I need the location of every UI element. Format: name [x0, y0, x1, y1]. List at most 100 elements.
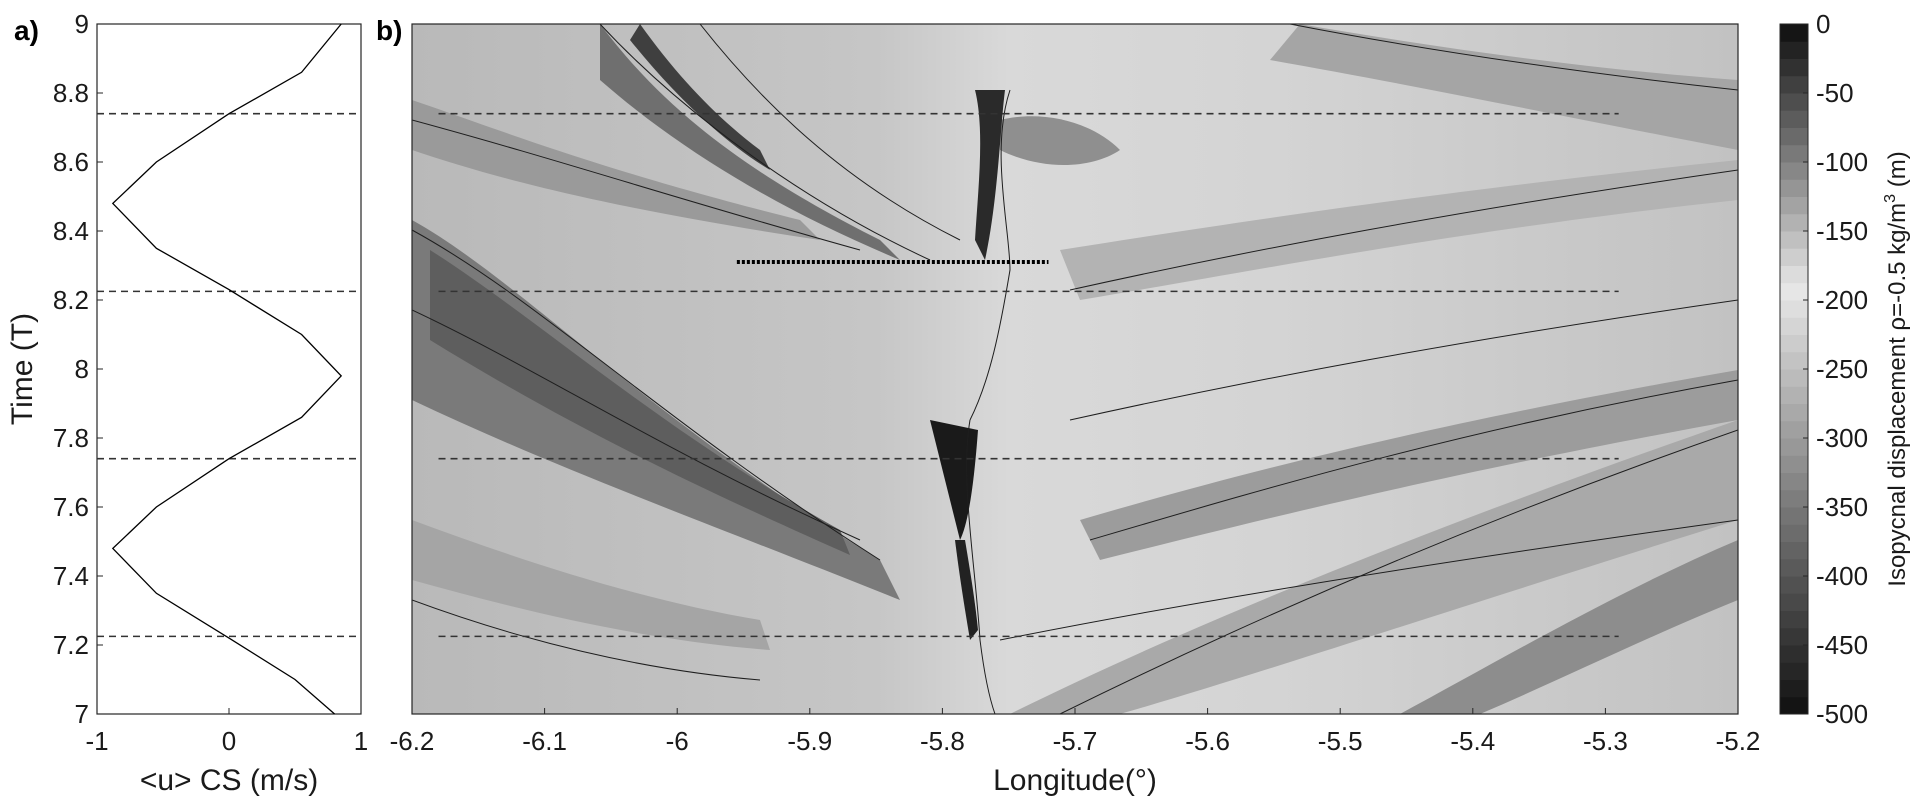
heatmap-mid-band — [412, 100, 820, 240]
colorbar-step — [1780, 576, 1808, 594]
x-tick-label: -5.3 — [1583, 726, 1628, 756]
colorbar-step — [1780, 386, 1808, 404]
contour-line — [1069, 169, 1738, 291]
colorbar-step — [1780, 489, 1808, 508]
colorbar-tick-label: -250 — [1816, 354, 1868, 384]
colorbar-step — [1780, 627, 1808, 646]
contour-line — [966, 419, 996, 714]
colorbar-step — [1780, 144, 1808, 163]
colorbar-step — [1780, 369, 1808, 387]
panel-a-label: a) — [14, 15, 39, 46]
colorbar-step — [1780, 41, 1808, 59]
colorbar-tick-label: -300 — [1816, 423, 1868, 453]
y-tick-label: 8 — [75, 354, 89, 384]
colorbar-step — [1780, 438, 1808, 456]
colorbar-step — [1780, 231, 1808, 249]
panel-a: a) 7 7.2 7.4 7.6 7.8 8 8.2 8.4 8.6 8.8 9 -1 0 1 <u> … — [6, 9, 368, 797]
contour-line — [1059, 429, 1738, 714]
colorbar-step — [1780, 75, 1808, 94]
colorbar-step — [1780, 58, 1808, 77]
heatmap-front — [955, 540, 978, 640]
colorbar-step — [1780, 558, 1808, 577]
panel-a-x-ticks: -1 0 1 — [85, 708, 368, 756]
panel-a-ylabel: Time (T) — [6, 313, 39, 425]
colorbar-step — [1780, 179, 1808, 197]
colorbar-step — [1780, 162, 1808, 180]
colorbar-tick-label: -400 — [1816, 561, 1868, 591]
colorbar-step — [1780, 93, 1808, 111]
x-tick-label: 0 — [222, 726, 236, 756]
colorbar-tick-label: -500 — [1816, 699, 1868, 729]
x-tick-label: -5.6 — [1185, 726, 1230, 756]
colorbar-step — [1780, 403, 1808, 422]
y-tick-label: 7.6 — [53, 492, 89, 522]
colorbar-tick-label: -150 — [1816, 216, 1868, 246]
x-tick-label: -5.4 — [1450, 726, 1495, 756]
colorbar-step — [1780, 472, 1808, 491]
y-tick-label: 8.2 — [53, 285, 89, 315]
heatmap-field — [412, 24, 1738, 714]
x-tick-label: -6.1 — [522, 726, 567, 756]
colorbar-label-unit: (m) — [1884, 151, 1911, 194]
heatmap-mid-band — [1270, 24, 1738, 150]
panel-a-velocity-curve — [111, 23, 343, 715]
heatmap-mid-band — [412, 520, 770, 650]
colorbar-step — [1780, 593, 1808, 611]
panel-a-xlabel: <u> CS (m/s) — [140, 764, 318, 797]
colorbar-steps — [1780, 24, 1808, 715]
colorbar-step — [1780, 24, 1808, 42]
colorbar-step — [1780, 541, 1808, 560]
heatmap-contours — [412, 24, 1738, 714]
heatmap-mid-band — [1400, 540, 1738, 714]
heatmap-mid-band — [1080, 370, 1738, 560]
contour-line — [1089, 379, 1738, 541]
colorbar-step — [1780, 213, 1808, 232]
colorbar-step — [1780, 645, 1808, 663]
colorbar-ticks: 0 -50 -100 -150 -200 -250 -300 -350 -400 -450 -500 — [1803, 9, 1868, 729]
contour-line — [1069, 299, 1738, 421]
x-tick-label: -5.2 — [1716, 726, 1761, 756]
heatmap-dark-band — [630, 24, 770, 170]
colorbar-step — [1780, 248, 1808, 266]
y-tick-label: 8.4 — [53, 216, 89, 246]
contour-line — [599, 24, 931, 261]
colorbar-step — [1780, 507, 1808, 525]
x-tick-label: 1 — [354, 726, 368, 756]
colorbar-step — [1780, 334, 1808, 353]
colorbar-label: Isopycnal displacement ρ=-0.5 kg/m3 (m) — [1882, 151, 1911, 586]
colorbar-tick-label: 0 — [1816, 9, 1830, 39]
contour-line — [412, 119, 861, 251]
contour-line — [412, 309, 861, 541]
heatmap-mid-band — [1000, 116, 1120, 165]
x-tick-label: -5.5 — [1318, 726, 1363, 756]
contour-line — [699, 24, 961, 241]
y-tick-label: 7.4 — [53, 561, 89, 591]
heatmap-dark-band — [600, 24, 900, 260]
colorbar-step — [1780, 300, 1808, 318]
x-tick-label: -1 — [85, 726, 108, 756]
x-tick-label: -6.2 — [390, 726, 435, 756]
colorbar-step — [1780, 662, 1808, 680]
colorbar-label-superscript: 3 — [1882, 194, 1899, 203]
colorbar-step — [1780, 110, 1808, 128]
panel-b: b) — [376, 15, 1760, 797]
heatmap-front — [975, 90, 1005, 260]
colorbar-step — [1780, 610, 1808, 629]
colorbar-tick-label: -200 — [1816, 285, 1868, 315]
x-tick-label: -5.9 — [787, 726, 832, 756]
contour-line — [1289, 24, 1738, 91]
heatmap-dark-band — [430, 250, 850, 555]
colorbar-step — [1780, 420, 1808, 439]
y-tick-label: 7.2 — [53, 630, 89, 660]
colorbar: 0 -50 -100 -150 -200 -250 -300 -350 -400 -450 -500… — [1779, 9, 1911, 729]
x-tick-label: -5.7 — [1053, 726, 1098, 756]
panel-b-xlabel: Longitude(°) — [993, 764, 1157, 797]
panel-b-label: b) — [376, 15, 402, 46]
colorbar-step — [1780, 282, 1808, 301]
colorbar-tick-label: -50 — [1816, 78, 1854, 108]
colorbar-step — [1780, 679, 1808, 698]
contour-line — [969, 89, 1011, 421]
panel-a-y-ticks: 7 7.2 7.4 7.6 7.8 8 8.2 8.4 8.6 8.8 9 — [53, 9, 103, 729]
colorbar-tick-label: -450 — [1816, 630, 1868, 660]
y-tick-label: 8.8 — [53, 78, 89, 108]
